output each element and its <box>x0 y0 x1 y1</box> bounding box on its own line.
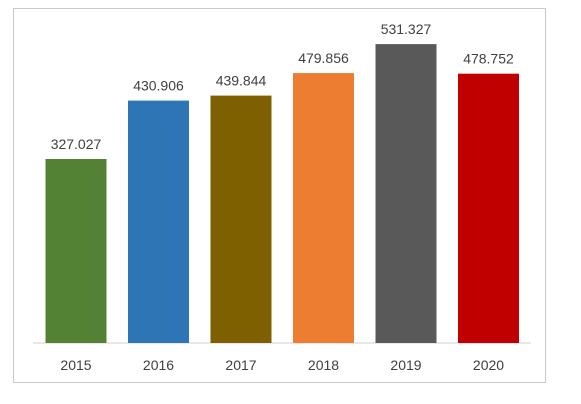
bar-2019 <box>375 44 437 343</box>
x-tick-labels-group: 2015 2016 2017 2018 2019 2020 <box>60 357 504 373</box>
bar-2017 <box>210 95 272 343</box>
x-tick-label-2016: 2016 <box>143 357 174 373</box>
bar-2015 <box>45 159 107 343</box>
value-label-2020: 478.752 <box>463 51 514 67</box>
bar-2018 <box>293 73 354 343</box>
value-label-2016: 430.906 <box>133 78 184 94</box>
x-tick-label-2020: 2020 <box>473 357 504 373</box>
value-label-2018: 479.856 <box>298 50 349 66</box>
x-tick-label-2018: 2018 <box>308 357 339 373</box>
bar-2016 <box>128 100 189 343</box>
value-labels-group: 327.027 430.906 439.844 479.856 531.327 478.7… <box>51 21 514 152</box>
x-tick-label-2017: 2017 <box>225 357 256 373</box>
bars-group <box>45 44 519 343</box>
x-tick-label-2019: 2019 <box>390 357 421 373</box>
value-label-2015: 327.027 <box>51 136 102 152</box>
x-tick-label-2015: 2015 <box>60 357 91 373</box>
bar-2020 <box>458 73 519 343</box>
value-label-2019: 531.327 <box>381 21 432 37</box>
value-label-2017: 439.844 <box>216 73 267 89</box>
